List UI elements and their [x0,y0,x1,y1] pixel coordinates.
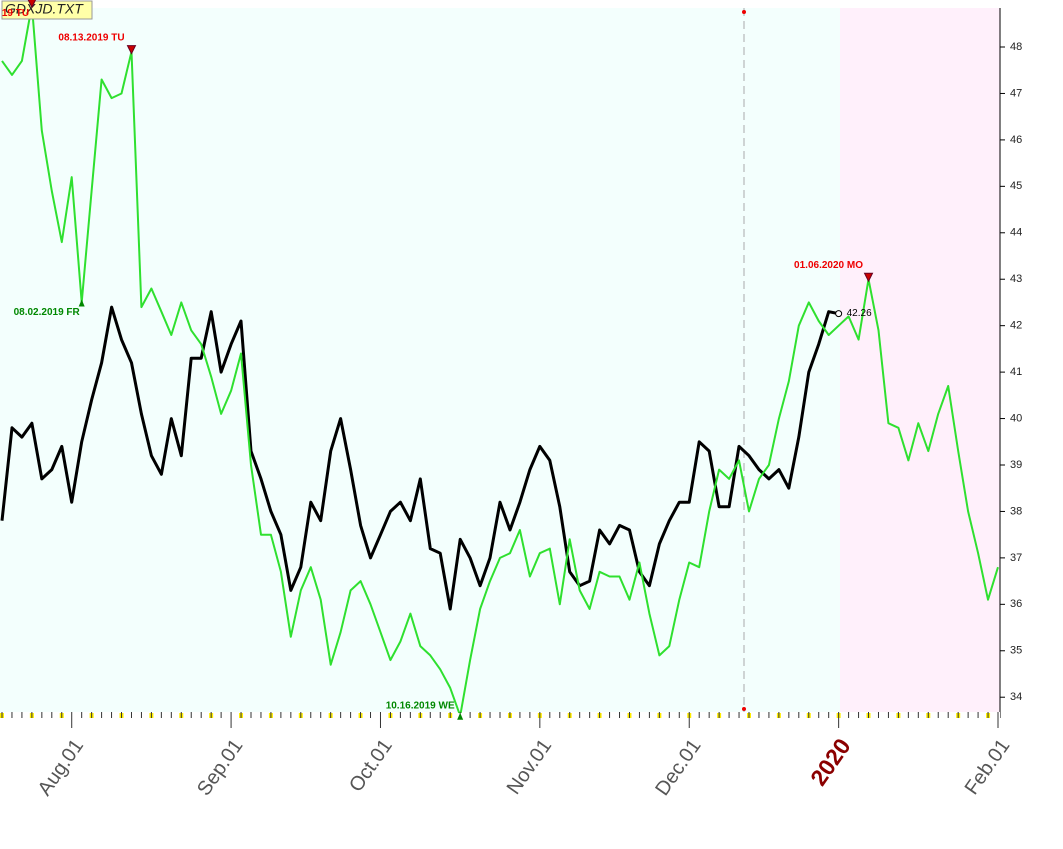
y-tick-label: 45 [1010,180,1022,192]
marker-arrow [27,0,37,9]
y-tick-label: 38 [1010,505,1022,517]
annotation: 08.02.2019 FR [14,307,81,318]
year-shading [840,8,1000,713]
value-label: 42.26 [847,308,872,319]
series-line [1,4,999,717]
x-tick-label: Feb.01 [961,735,1015,799]
x-tick-label: Dec.01 [651,735,705,800]
plot-background [0,8,840,713]
cursor-dot [742,707,746,711]
y-tick-label: 48 [1010,41,1022,53]
last-point [835,310,843,318]
x-tick-label: Nov.01 [503,735,557,798]
marker-arrow [78,299,85,307]
y-tick-label: 42 [1010,320,1022,332]
y-tick-label: 43 [1010,273,1022,285]
y-tick-label: 44 [1010,227,1022,239]
chart-title: GDXJD.TXT [5,1,84,17]
annotation: 19 TU [2,8,29,19]
marker-arrow [457,712,464,720]
series-line [0,305,839,611]
y-tick-label: 41 [1010,366,1022,378]
y-tick-label: 40 [1010,412,1022,424]
marker-arrow [126,45,137,55]
annotation: 10.16.2019 WE [386,700,455,711]
x-tick-label: 2020 [805,733,856,790]
plot [0,4,999,717]
x-tick-label: Aug.01 [34,735,88,800]
y-tick-label: 36 [1010,598,1022,610]
cursor-dot [742,10,746,14]
y-tick-label: 46 [1010,134,1022,146]
y-tick-label: 35 [1010,645,1022,657]
title-box [1,0,93,20]
annotation: 01.06.2020 MO [794,260,863,271]
x-tick-label: Sep.01 [193,735,247,800]
x-tick-label: Oct.01 [345,735,397,796]
annotation: 08.13.2019 TU [58,32,124,43]
y-tick-label: 47 [1010,87,1022,99]
y-tick-label: 34 [1010,691,1022,703]
marker-arrow [863,272,874,283]
y-tick-label: 39 [1010,459,1022,471]
y-tick-label: 37 [1010,552,1022,564]
